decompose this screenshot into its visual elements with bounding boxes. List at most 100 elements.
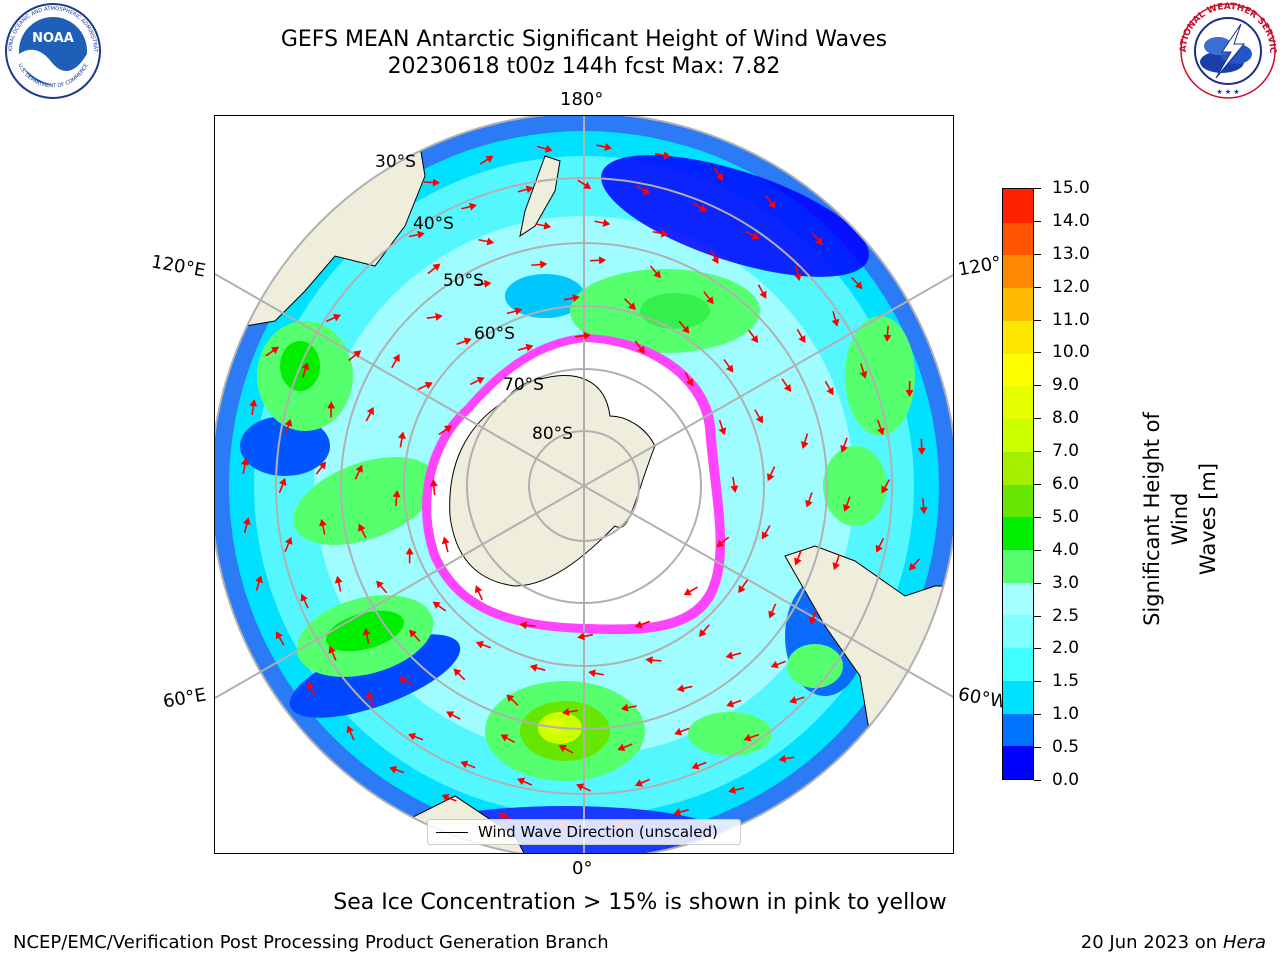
footer-host: Hera	[1222, 932, 1266, 953]
wave-arrow	[723, 359, 734, 373]
chart-title: GEFS MEAN Antarctic Significant Height o…	[280, 27, 888, 52]
colorbar-tick	[1034, 352, 1041, 354]
wave-arrow	[824, 380, 834, 396]
wave-arrow	[778, 754, 795, 763]
wave-arrow	[796, 328, 806, 344]
wave-arrow	[634, 778, 650, 787]
wave-arrow	[789, 696, 805, 704]
wave-arrow	[517, 777, 533, 786]
wave-arrow	[842, 496, 851, 512]
colorbar-tick-label: 0.5	[1052, 737, 1080, 758]
wave-arrow	[725, 651, 742, 660]
wave-arrow	[358, 523, 367, 539]
wave-arrow	[905, 380, 914, 397]
wave-direction-arrows	[241, 143, 928, 830]
wave-arrow	[366, 691, 375, 707]
wave-arrow	[811, 232, 823, 246]
wave-arrow	[461, 202, 477, 211]
wave-arrow	[278, 477, 287, 494]
colorbar-tick-label: 6.0	[1052, 474, 1080, 494]
wave-arrow	[917, 439, 926, 456]
colorbar-tick-label: 9.0	[1052, 375, 1080, 396]
colorbar-segment	[1003, 353, 1033, 387]
lat-label-80s: 80°S	[532, 424, 573, 444]
map-legend: Wind Wave Direction (unscaled)	[427, 819, 741, 845]
lat-label-70s: 70°S	[503, 375, 544, 395]
wave-arrow	[676, 684, 693, 693]
colorbar-tick	[1034, 484, 1041, 485]
wave-arrow	[620, 703, 637, 712]
wave-arrow	[242, 517, 251, 533]
wave-arrow	[284, 536, 293, 552]
wave-arrow	[881, 479, 891, 494]
wave-arrow	[673, 808, 689, 816]
colorbar-tick-label: 4.0	[1052, 539, 1080, 560]
colorbar-tick-label: 11.0	[1052, 309, 1090, 330]
wave-arrow	[624, 298, 636, 310]
wave-arrow	[460, 760, 476, 769]
wave-arrow	[674, 727, 690, 736]
wave-arrow	[698, 624, 710, 637]
wave-arrow	[875, 538, 885, 553]
legend-line-swatch	[436, 832, 468, 833]
wave-arrow	[453, 668, 466, 681]
lat-label-30s: 30°S	[375, 152, 416, 172]
wave-arrow	[334, 575, 343, 592]
footer-date-text: 20 Jun 2023 on	[1080, 932, 1218, 953]
wave-arrow	[832, 554, 841, 571]
wave-arrow	[877, 419, 885, 436]
wave-arrow	[748, 329, 759, 343]
wave-arrow	[576, 783, 591, 792]
wave-arrow	[859, 363, 868, 379]
colorbar-segment	[1003, 582, 1033, 616]
wave-arrow	[594, 219, 611, 227]
wave-arrow	[441, 536, 450, 553]
wave-arrow	[398, 431, 406, 448]
polar-map	[215, 116, 953, 853]
lon-label-0: 0°	[572, 858, 593, 879]
colorbar-tick-label: 10.0	[1052, 342, 1090, 363]
wave-arrow	[456, 337, 472, 346]
colorbar-tick	[1034, 780, 1041, 781]
legend-label: Wind Wave Direction (unscaled)	[478, 823, 718, 841]
svg-text:★ ★ ★: ★ ★ ★	[1216, 88, 1239, 96]
wave-arrow	[362, 627, 371, 644]
colorbar-segment	[1003, 320, 1033, 354]
wave-arrow	[346, 725, 355, 741]
wave-arrow	[718, 419, 727, 436]
lat-label-50s: 50°S	[443, 271, 484, 291]
nws-logo: NATIONAL WEATHER SERVICE ★ ★ ★	[1178, 2, 1277, 99]
wave-arrow	[678, 320, 690, 334]
colorbar-segment	[1003, 680, 1033, 714]
colorbar-tick-label: 1.0	[1052, 704, 1080, 725]
colorbar-tick	[1034, 253, 1041, 255]
colorbar-title-line1: Significant Height of Wind	[1140, 412, 1192, 626]
wave-arrow	[761, 525, 771, 540]
lon-label-120e: 120°E	[149, 251, 208, 282]
colorbar-segment	[1003, 254, 1033, 289]
wave-arrow	[301, 362, 310, 378]
wave-arrow	[531, 260, 548, 269]
wave-arrow	[781, 378, 792, 392]
colorbar-segment	[1003, 712, 1033, 747]
colorbar-tick	[1034, 319, 1041, 321]
wave-arrow	[417, 381, 433, 390]
colorbar-tick	[1034, 188, 1041, 189]
colorbar-tick-label: 2.0	[1052, 638, 1080, 659]
chart-subtitle: 20230618 t00z 144h fcst Max: 7.82	[387, 54, 781, 79]
colorbar-segment	[1003, 614, 1033, 649]
wave-arrow	[517, 185, 534, 194]
colorbar	[1002, 188, 1034, 780]
sea-ice-note: Sea Ice Concentration > 15% is shown in …	[333, 890, 947, 915]
wave-arrow	[794, 550, 802, 566]
wave-arrow	[376, 580, 388, 594]
wave-arrow	[800, 433, 809, 449]
colorbar-segment	[1003, 516, 1033, 550]
wave-arrow	[652, 229, 669, 238]
colorbar-segment	[1003, 483, 1033, 518]
colorbar-tick-label: 0.0	[1052, 770, 1080, 790]
wave-arrow	[617, 743, 633, 752]
wave-arrow	[405, 547, 414, 564]
wave-arrow	[500, 734, 515, 744]
colorbar-tick	[1034, 549, 1041, 551]
